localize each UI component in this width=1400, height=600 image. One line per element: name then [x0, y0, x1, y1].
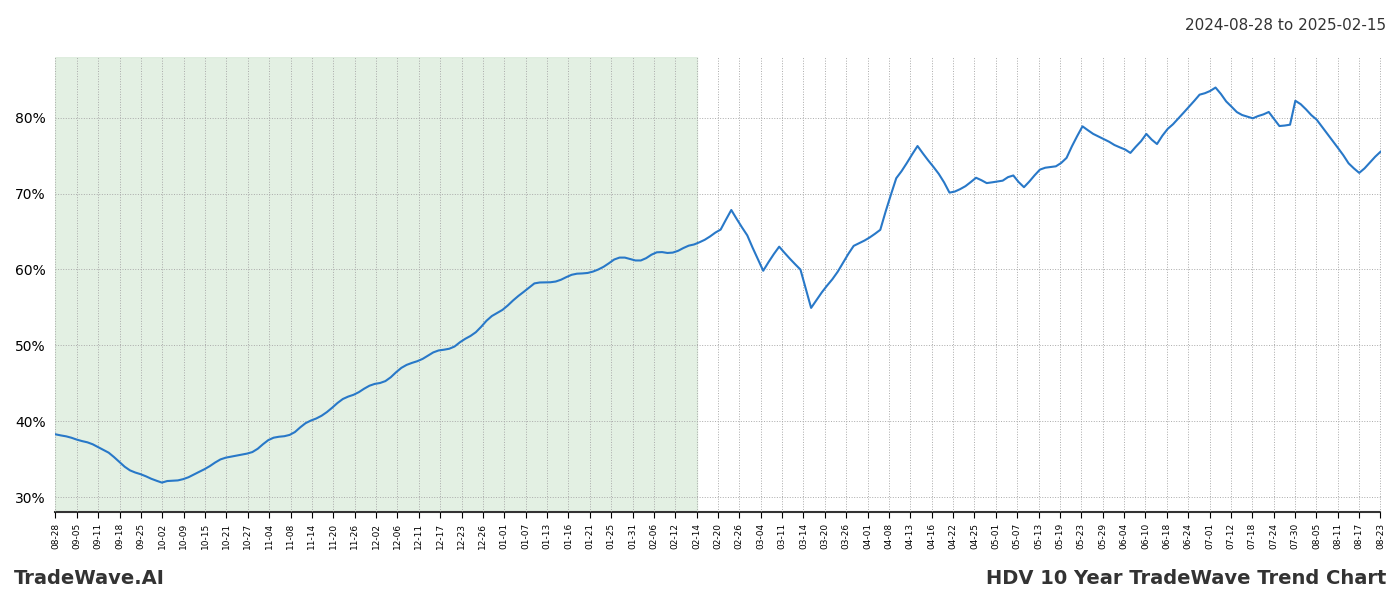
Text: 2024-08-28 to 2025-02-15: 2024-08-28 to 2025-02-15 — [1184, 18, 1386, 33]
Text: TradeWave.AI: TradeWave.AI — [14, 569, 165, 588]
Bar — [56, 57, 697, 512]
Text: HDV 10 Year TradeWave Trend Chart: HDV 10 Year TradeWave Trend Chart — [986, 569, 1386, 588]
